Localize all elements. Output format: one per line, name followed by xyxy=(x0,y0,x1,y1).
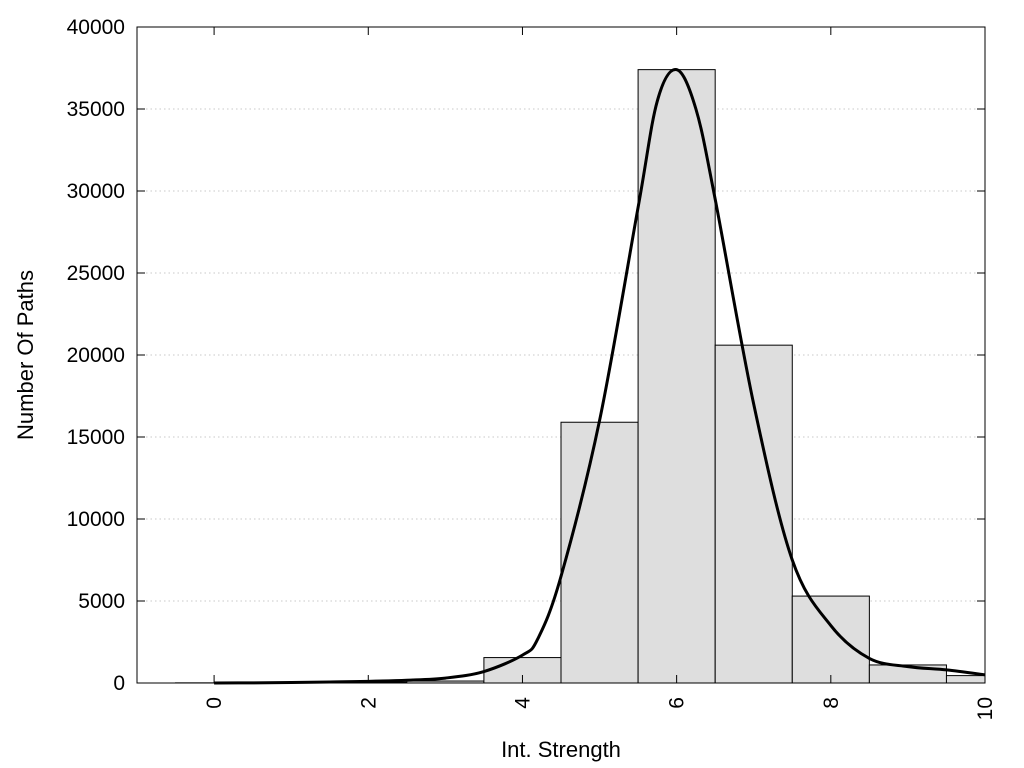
y-tick-label: 25000 xyxy=(67,262,125,285)
y-tick-label: 15000 xyxy=(67,426,125,449)
x-tick-label: 8 xyxy=(820,697,843,709)
histogram-bar xyxy=(637,69,716,684)
fit-curve-group xyxy=(214,68,986,685)
y-tick-label: 10000 xyxy=(67,508,125,531)
x-tick-label: 6 xyxy=(666,697,689,709)
x-tick-label: 4 xyxy=(511,697,534,709)
fit-curve xyxy=(214,68,986,685)
histogram-bar xyxy=(560,421,639,684)
y-tick-label: 40000 xyxy=(67,16,125,39)
axis-ticks: 0 5000 10000 15000 20000 25000 30000 35000 40000… xyxy=(67,16,997,720)
y-tick-label: 5000 xyxy=(78,590,125,613)
y-axis-label: Number Of Paths xyxy=(13,270,38,440)
y-tick-label: 20000 xyxy=(67,344,125,367)
y-tick-label: 30000 xyxy=(67,180,125,203)
x-tick-label: 2 xyxy=(357,697,380,709)
histogram-bar xyxy=(714,344,793,684)
x-tick-label: 0 xyxy=(203,697,226,709)
x-axis-label: Int. Strength xyxy=(501,737,621,762)
x-tick-label: 10 xyxy=(974,697,997,720)
y-tick-label: 35000 xyxy=(67,98,125,121)
histogram-bars xyxy=(175,69,986,684)
y-tick-label: 0 xyxy=(113,672,125,695)
histogram-bar xyxy=(945,675,986,684)
histogram-bar xyxy=(791,595,870,684)
